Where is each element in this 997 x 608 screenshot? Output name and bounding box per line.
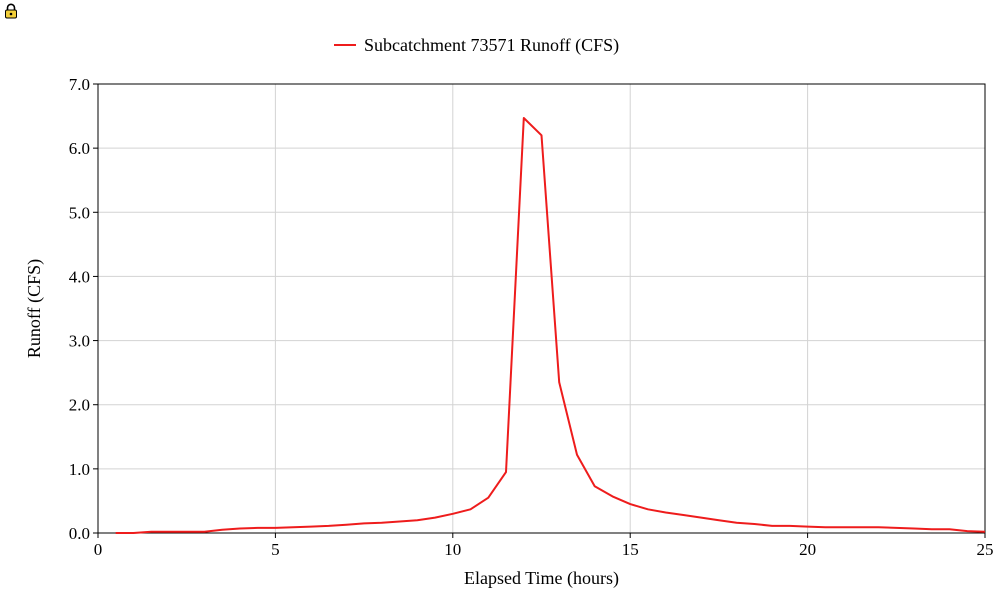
x-tick-label: 10 — [444, 540, 461, 559]
lock-icon — [5, 3, 17, 19]
legend-swatch — [334, 44, 356, 46]
y-tick-label: 1.0 — [69, 460, 90, 479]
series-line-runoff — [115, 117, 986, 534]
y-tick-label: 7.0 — [69, 75, 90, 94]
x-tick-label: 15 — [622, 540, 639, 559]
x-tick-label: 5 — [271, 540, 280, 559]
y-axis-title: Runoff (CFS) — [24, 259, 45, 358]
y-tick-label: 3.0 — [69, 332, 90, 351]
y-tick-label: 0.0 — [69, 524, 90, 543]
y-tick-label: 4.0 — [69, 267, 90, 286]
plot-border — [97, 83, 986, 534]
legend-label: Subcatchment 73571 Runoff (CFS) — [364, 34, 620, 55]
series-points — [115, 117, 986, 534]
x-axis-title: Elapsed Time (hours) — [464, 568, 619, 589]
y-axis-ticks: 0.0 1.0 2.0 3.0 4.0 5.0 6.0 7.0 — [69, 75, 98, 543]
y-tick-label: 6.0 — [69, 139, 90, 158]
x-tick-label: 25 — [977, 540, 994, 559]
x-tick-label: 20 — [799, 540, 816, 559]
x-axis-ticks: 0 5 10 15 20 25 — [94, 533, 994, 559]
chart-legend: Subcatchment 73571 Runoff (CFS) — [334, 34, 619, 56]
x-tick-label: 0 — [94, 540, 103, 559]
grid-lines — [98, 84, 985, 533]
y-tick-label: 5.0 — [69, 203, 90, 222]
y-tick-label: 2.0 — [69, 396, 90, 415]
